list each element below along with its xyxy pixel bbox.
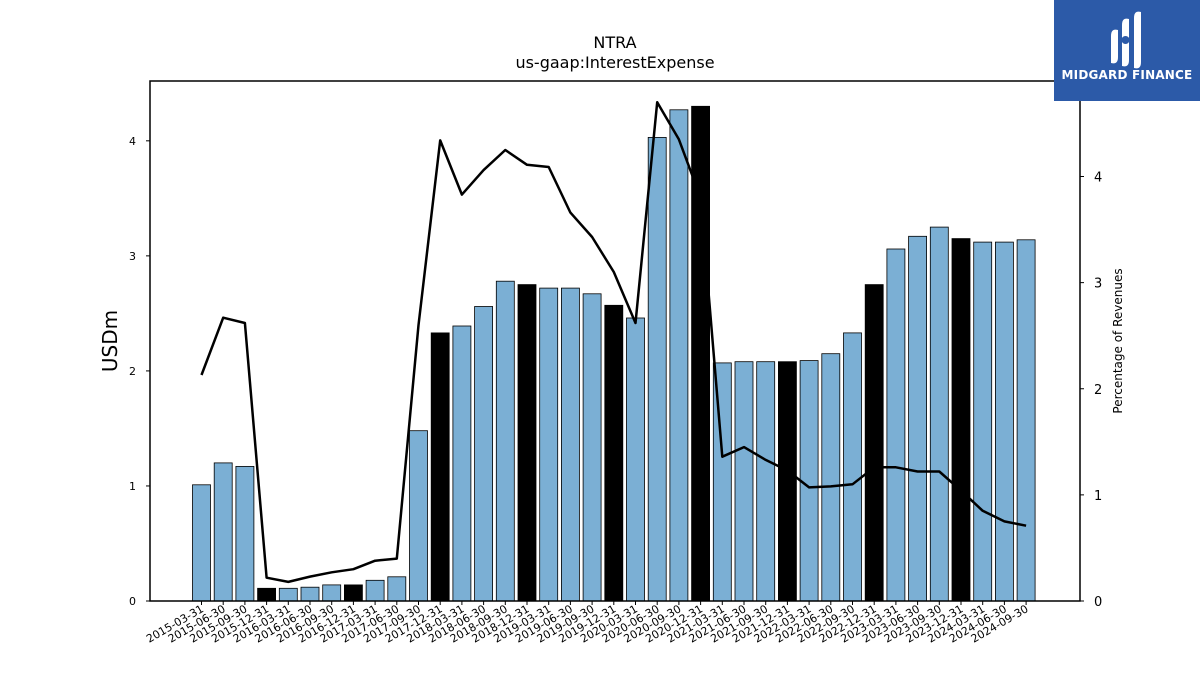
right-axis-label: Percentage of Revenues [1111,268,1125,413]
bar-2018-12-31 [517,284,537,602]
right-tick-label: 0 [1094,595,1102,610]
bar-2015-06-30 [213,462,233,602]
bar-2023-03-31 [886,248,906,602]
bar-2015-09-30 [235,465,255,602]
bar-2021-12-31 [778,361,797,602]
left-tick-label: 1 [129,480,136,493]
bar-2022-06-30 [821,353,841,602]
bar-2017-12-31 [430,332,450,602]
brand-logo: MIDGARD FINANCE [1054,0,1200,101]
bar-2017-09-30 [409,430,428,602]
bar-2022-09-30 [843,332,862,602]
revenue-pct-line [200,100,1027,584]
bar-2016-03-31 [278,587,298,602]
left-tick-label: 4 [129,135,136,148]
bar-2020-09-30 [669,109,689,602]
bar-2017-03-31 [365,579,385,602]
logo-mark-icon [1111,11,1141,69]
plot-frame [149,80,1081,602]
bar-2018-03-31 [452,325,472,602]
right-tick-label: 1 [1094,489,1102,504]
right-tick-label: 2 [1094,383,1102,398]
left-tick-label: 2 [129,365,136,378]
logo-text: MIDGARD FINANCE [1061,68,1193,82]
right-tick-label: 4 [1094,171,1102,186]
bar-2023-12-31 [951,238,971,602]
bar-2015-03-31 [192,484,211,602]
bar-2022-12-31 [864,284,884,602]
right-tick-label: 3 [1094,277,1102,292]
left-axis-ticks: 0 1 2 3 4 [129,135,150,608]
bar-2016-12-31 [343,584,363,602]
bar-2020-03-31 [626,317,645,602]
bar-2019-12-31 [604,304,624,602]
line-group [200,100,1027,584]
bar-2021-09-30 [756,361,776,602]
bar-2024-03-31 [973,241,993,602]
bar-2024-06-30 [995,241,1014,602]
bar-2021-03-31 [712,362,732,602]
bar-2017-06-30 [387,576,407,602]
bar-group [192,105,1036,602]
bar-2016-09-30 [322,584,342,602]
left-tick-label: 0 [129,595,136,608]
left-tick-label: 3 [129,250,136,263]
left-axis-label: USDm [98,310,122,372]
chart-subtitle: us-gaap:InterestExpense [515,53,714,72]
bar-2015-12-31 [257,587,277,602]
bar-2024-09-30 [1016,239,1036,602]
bar-2018-06-30 [474,306,494,602]
right-axis-ticks: 0 1 2 3 4 [1080,171,1102,610]
bar-2016-06-30 [300,586,320,602]
bar-2018-09-30 [495,280,515,602]
x-axis-ticks: 2015-03-312015-06-302015-09-302015-12-31… [144,601,1031,646]
bar-2019-06-30 [561,287,580,602]
bar-2019-03-31 [539,287,559,602]
bar-2019-09-30 [582,293,602,602]
bar-2022-03-31 [799,360,819,602]
bar-2020-06-30 [647,136,667,602]
bar-2021-06-30 [734,361,754,602]
chart-title: NTRA [593,33,636,52]
bar-2023-09-30 [929,226,949,602]
bar-2023-06-30 [908,235,927,602]
